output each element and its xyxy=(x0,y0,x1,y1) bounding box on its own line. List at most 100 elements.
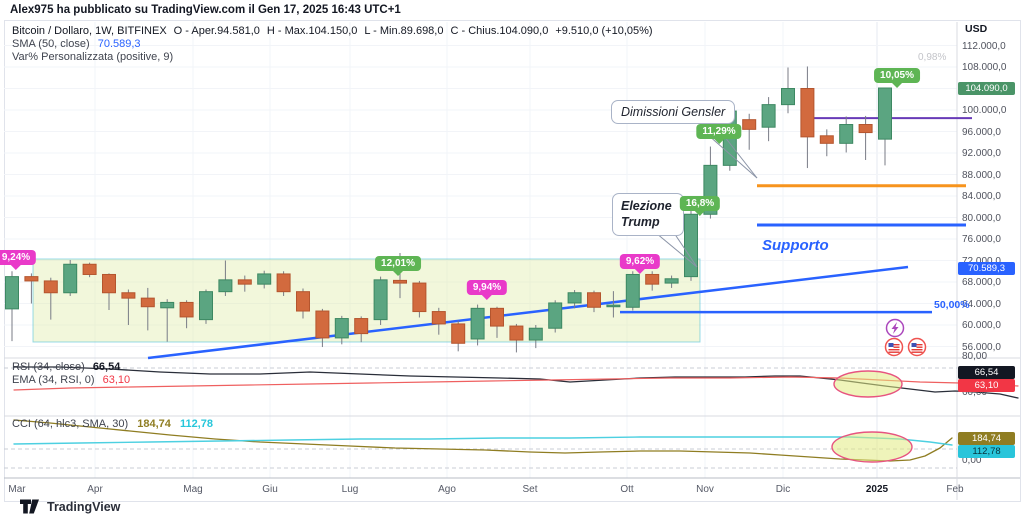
time-axis-label: Mar xyxy=(8,484,26,495)
legend-rsi-ema-row[interactable]: EMA (34, RSI, 0) 63,10 xyxy=(12,374,130,386)
candle-body xyxy=(412,282,427,313)
time-axis-label: Feb xyxy=(946,484,964,495)
candle-body xyxy=(742,119,757,130)
time-axis-label: Apr xyxy=(87,484,103,495)
price-tick-label: 92.000,0 xyxy=(962,148,1001,159)
rsi-ema-value: 63,10 xyxy=(102,374,131,386)
var-percent-label: 12,01% xyxy=(375,256,421,276)
candle-body xyxy=(5,276,19,310)
ohlc-value: O - Aper.94.581,0 xyxy=(173,25,260,37)
rsi-label: RSI (34, close) xyxy=(12,361,85,373)
price-tick-label: 76.000,0 xyxy=(962,234,1001,245)
var-percent-label-pointer xyxy=(694,211,705,216)
flag-stripe xyxy=(916,346,923,348)
var-percent-label-pointer xyxy=(714,139,724,144)
time-axis-label: Dic xyxy=(775,484,791,495)
price-tick-label: 80.000,0 xyxy=(962,212,1001,224)
candle-body xyxy=(24,276,39,282)
price-tick-label: 112.000,0 xyxy=(962,40,1006,52)
candle-body xyxy=(528,327,543,341)
candle-body xyxy=(179,301,194,318)
candle-body xyxy=(276,273,291,293)
price-badge: 63,10 xyxy=(958,378,1015,392)
callout-arrow xyxy=(655,232,698,268)
candle-body xyxy=(315,310,330,339)
cci-label: CCI (64, hlc3, SMA, 30) xyxy=(12,418,129,430)
attribution-text: Alex975 ha pubblicato su TradingView.com… xyxy=(10,4,401,16)
candle-body xyxy=(761,104,776,128)
legend-symbol-row[interactable]: Bitcoin / Dollaro, 1W, BITFINEX O - Aper.… xyxy=(12,25,653,37)
flag-stripe xyxy=(888,351,900,353)
cci-sma-line xyxy=(13,436,953,446)
var-percent-label-pointer xyxy=(10,265,21,270)
highlight-ellipse xyxy=(831,431,913,463)
callout-trump[interactable]: Elezione Trump xyxy=(612,193,684,236)
candle-body xyxy=(296,291,310,312)
candle-body xyxy=(819,135,834,144)
ohlc-value: C - Chius.104.090,0 xyxy=(450,25,549,37)
sma-label: SMA (50, close) xyxy=(12,38,90,50)
rsi-line xyxy=(13,366,1019,399)
lightning-bolt xyxy=(891,322,899,334)
candle-body xyxy=(140,297,155,308)
legend-var-row[interactable]: Var% Personalizzata (positive, 9) xyxy=(12,51,173,63)
var-percent-label-pointer xyxy=(392,271,403,276)
callout-gensler[interactable]: Dimissioni Gensler xyxy=(611,100,736,124)
legend-cci-row[interactable]: CCI (64, hlc3, SMA, 30) 184,74 112,78 xyxy=(12,418,213,430)
price-tick-label: 100.000,0 xyxy=(962,105,1007,116)
candle-body xyxy=(509,325,524,341)
var-percent-label: 16,8% xyxy=(679,196,721,216)
candle-body xyxy=(645,273,660,285)
symbol-title: Bitcoin / Dollaro, 1W, BITFINEX xyxy=(12,25,167,37)
var-percent-label: 10,05% xyxy=(874,68,920,88)
ohlc-value: L - Min.89.698,0 xyxy=(364,25,444,37)
ohlc-value: +9.510,0 (+10,05%) xyxy=(555,25,653,37)
var-percent-label-pointer xyxy=(891,83,902,88)
highlight-ellipse xyxy=(833,370,903,398)
price-tick-label: 88.000,0 xyxy=(962,169,1001,181)
var-percent-label: 9,24% xyxy=(0,250,37,270)
sma-value: 70.589,3 xyxy=(97,38,141,50)
flag-stripe xyxy=(911,349,923,351)
legend-sma-row[interactable]: SMA (50, close) 70.589,3 xyxy=(12,38,141,50)
candle-body xyxy=(684,213,698,278)
tradingview-logo-icon xyxy=(20,499,39,514)
cci-tick-label: 0,00 xyxy=(962,455,982,466)
candle-body xyxy=(781,88,795,106)
price-badge: 112,78 xyxy=(958,445,1015,458)
time-axis-label: Mag xyxy=(183,484,203,495)
supporto-label[interactable]: Supporto xyxy=(762,237,829,254)
var-percent-label: 9,94% xyxy=(466,280,508,300)
faded-var-label: 0,98% xyxy=(918,52,947,63)
price-badge: 104.090,0 xyxy=(958,81,1015,95)
price-tick-label: 96.000,0 xyxy=(962,126,1001,138)
flag-stripe xyxy=(911,351,923,353)
var-percent-label: 11,29% xyxy=(696,124,742,144)
fib-50-label: 50,00% xyxy=(934,299,970,311)
price-tick-label: 72.000,0 xyxy=(962,256,1001,267)
candle-body xyxy=(664,278,679,284)
cci-sma-value: 112,78 xyxy=(179,418,213,430)
candle-body xyxy=(839,124,854,144)
candle-body xyxy=(800,88,815,138)
time-axis-label: Ago xyxy=(438,484,456,495)
price-tick-label: 84.000,0 xyxy=(962,191,1001,202)
price-badge: 70.589,3 xyxy=(958,261,1015,275)
var-percent-label: 9,62% xyxy=(619,254,661,274)
candle-body xyxy=(218,279,233,293)
rsi-tick-label: 80,00 xyxy=(962,351,988,362)
candle-body xyxy=(354,318,369,335)
price-tick-label: 108.000,0 xyxy=(962,62,1007,73)
price-axis-currency: USD xyxy=(965,23,988,35)
candle-body xyxy=(606,304,621,308)
candle-body xyxy=(237,279,252,285)
candle-body xyxy=(199,291,213,321)
rsi-ema-label: EMA (34, RSI, 0) xyxy=(12,374,95,386)
tradingview-logo-link[interactable]: TradingView xyxy=(20,499,120,514)
legend-rsi-row[interactable]: RSI (34, close) 66,54 xyxy=(12,361,120,373)
var-indicator-label: Var% Personalizzata (positive, 9) xyxy=(12,51,174,63)
cci-value: 184,74 xyxy=(137,418,171,430)
candle-body xyxy=(393,279,407,284)
